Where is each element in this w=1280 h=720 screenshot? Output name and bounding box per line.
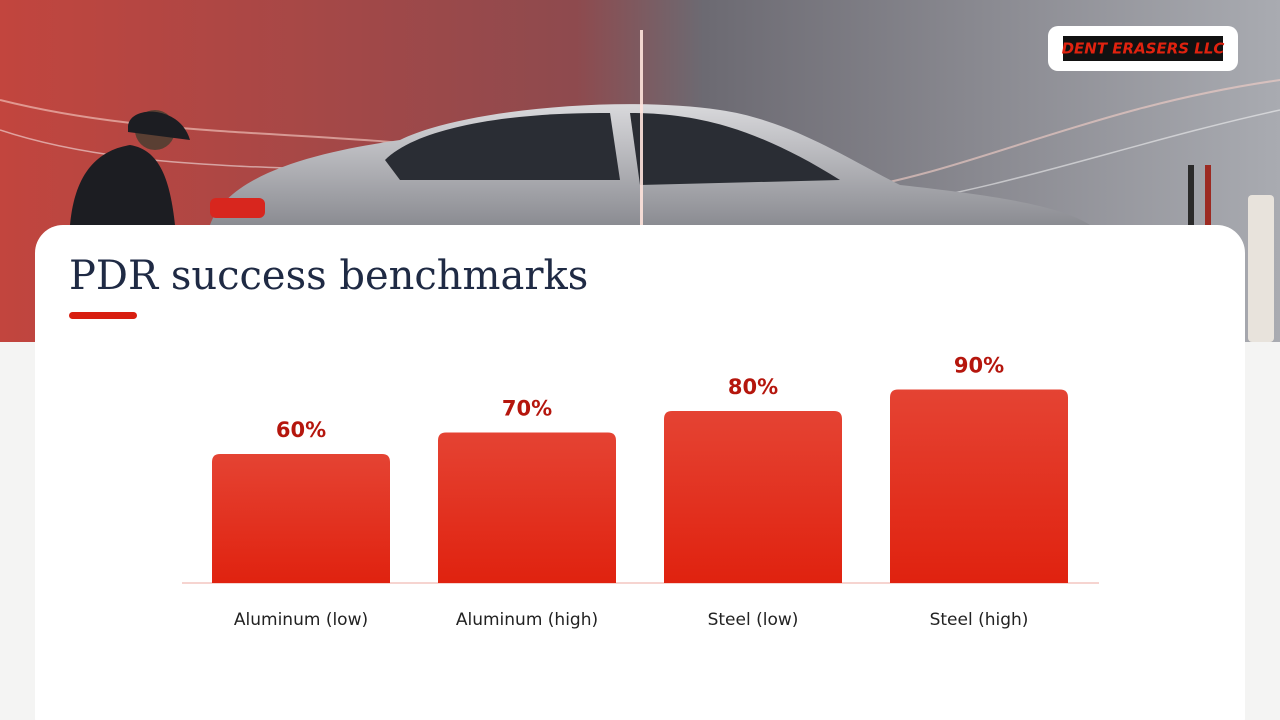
- bar: [438, 432, 616, 583]
- chart-title: PDR success benchmarks: [69, 253, 588, 299]
- category-label: Steel (high): [930, 610, 1029, 630]
- category-label: Steel (low): [708, 610, 799, 630]
- category-label: Aluminum (high): [456, 610, 598, 630]
- plot: 60% Aluminum (low) 70% Aluminum (high) 80% St…: [182, 354, 1099, 630]
- bar: [664, 411, 842, 583]
- value-label: 90%: [954, 354, 1004, 378]
- card: [35, 225, 1245, 720]
- title-underline: [69, 312, 137, 319]
- value-label: 70%: [502, 397, 552, 421]
- category-label: Aluminum (low): [234, 610, 368, 630]
- value-label: 80%: [728, 375, 778, 399]
- logo-text: DENT ERASERS LLC: [1062, 40, 1225, 58]
- bar: [212, 454, 390, 583]
- logo-badge: DENT ERASERS LLC: [1048, 26, 1238, 71]
- bar: [890, 389, 1068, 583]
- value-label: 60%: [276, 418, 326, 442]
